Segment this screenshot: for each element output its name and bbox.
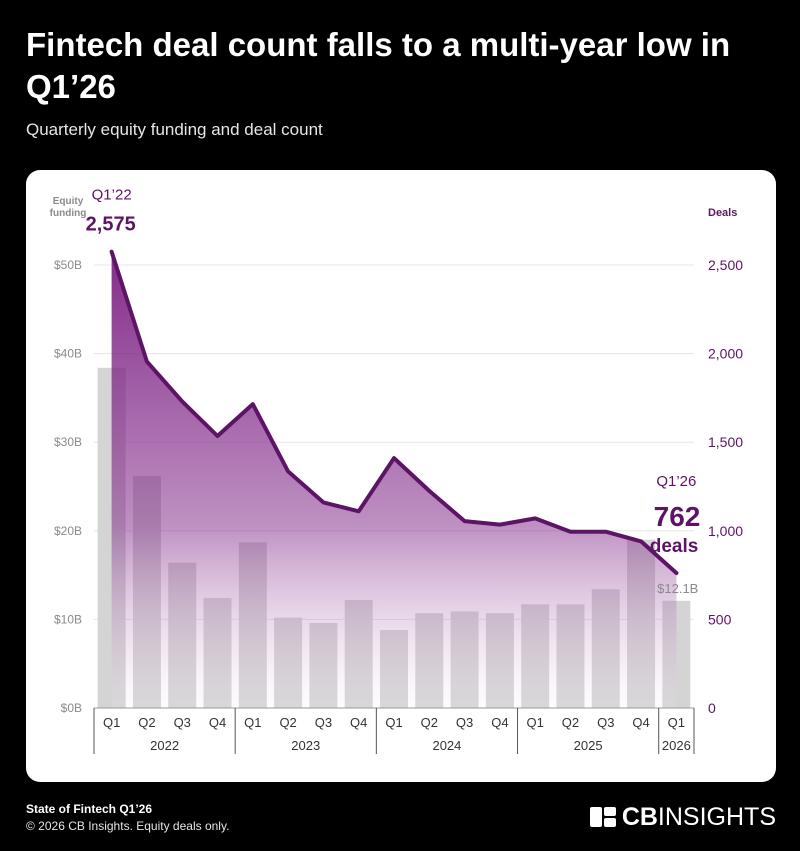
right-tick-label: 2,000 — [708, 346, 743, 362]
quarter-tick-label: Q2 — [138, 715, 155, 730]
right-tick-label: 500 — [708, 611, 732, 627]
quarter-tick-label: Q4 — [350, 715, 367, 730]
quarter-tick-label: Q2 — [562, 715, 579, 730]
deals-line — [109, 249, 679, 575]
left-tick-label: $30B — [54, 435, 82, 449]
quarter-tick-label: Q1 — [527, 715, 544, 730]
quarter-tick-label: Q3 — [597, 715, 614, 730]
left-axis-title-line2: funding — [50, 208, 87, 219]
footer-note: © 2026 CB Insights. Equity deals only. — [26, 819, 230, 833]
quarter-tick-label: Q1 — [103, 715, 120, 730]
right-tick-label: 1,500 — [708, 434, 743, 450]
left-tick-label: $40B — [54, 347, 82, 361]
cb-insights-logo-text: CBINSIGHTS — [621, 802, 776, 831]
quarter-tick-label: Q3 — [174, 715, 191, 730]
left-tick-label: $10B — [54, 612, 82, 626]
left-tick-label: $20B — [54, 524, 82, 538]
right-tick-label: 2,500 — [708, 257, 743, 273]
first-value-label: 2,575 — [86, 214, 136, 236]
right-tick-label: 1,000 — [708, 523, 743, 539]
deals-area — [111, 251, 677, 708]
left-tick-label: $0B — [61, 701, 82, 715]
quarter-tick-label: Q4 — [209, 715, 226, 730]
quarter-tick-label: Q1 — [244, 715, 261, 730]
last-value-label: 762 — [654, 501, 701, 532]
quarter-tick-label: Q1 — [385, 715, 402, 730]
footer-title: State of Fintech Q1’26 — [26, 802, 153, 816]
year-label: 2025 — [574, 738, 603, 753]
quarter-tick-label: Q2 — [279, 715, 296, 730]
quarter-tick-label: Q4 — [632, 715, 649, 730]
page-subtitle: Quarterly equity funding and deal count — [26, 120, 323, 139]
quarter-tick-label: Q3 — [315, 715, 332, 730]
quarter-tick-label: Q2 — [421, 715, 438, 730]
last-unit-label: deals — [650, 536, 699, 557]
right-tick-label: 0 — [708, 700, 716, 716]
quarter-tick-label: Q4 — [491, 715, 508, 730]
cb-insights-logo-icon — [589, 807, 616, 827]
cb-insights-logo: CBINSIGHTS — [589, 802, 776, 832]
right-axis-title: Deals — [708, 207, 737, 219]
first-period-label: Q1’22 — [92, 187, 132, 204]
left-axis-title-line1: Equity — [53, 196, 84, 207]
last-period-label: Q1’26 — [656, 473, 696, 490]
year-label: 2023 — [291, 738, 320, 753]
year-label: 2022 — [150, 738, 179, 753]
page-title: Fintech deal count falls to a multi-year… — [26, 26, 731, 105]
left-tick-label: $50B — [54, 258, 82, 272]
year-label: 2026 — [662, 738, 691, 753]
year-label: 2024 — [432, 738, 461, 753]
quarter-tick-label: Q1 — [668, 715, 685, 730]
chart-card: $0B $10B $20B $30B $40B $50B Equity funding 0 50… — [26, 170, 776, 782]
last-funding-label: $12.1B — [657, 581, 698, 596]
quarter-tick-label: Q3 — [456, 715, 473, 730]
